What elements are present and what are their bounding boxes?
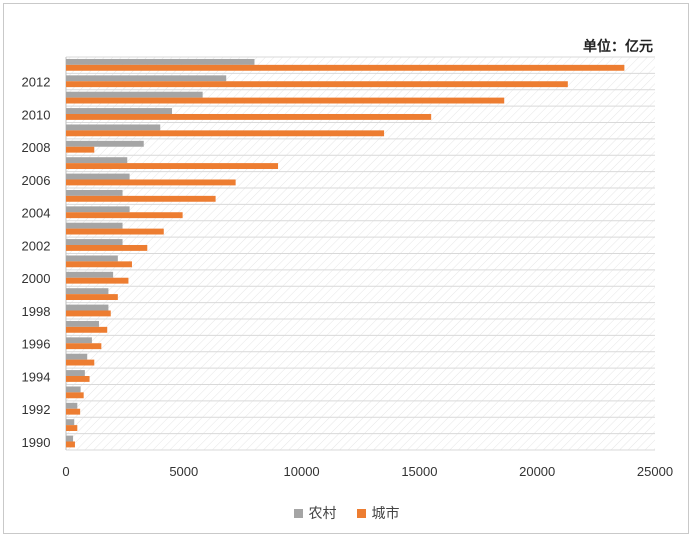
legend-item-rural: 农村 — [293, 503, 337, 523]
bar-rural-2003 — [66, 222, 123, 229]
bar-urban-2009 — [66, 130, 385, 137]
bar-urban-1995 — [66, 359, 95, 366]
bar-urban-1994 — [66, 375, 90, 382]
bar-urban-2007 — [66, 163, 279, 170]
bar-urban-1998 — [66, 310, 111, 317]
y-tick-label: 1992 — [22, 402, 51, 417]
bar-rural-2010 — [66, 108, 173, 114]
bar-urban-2011 — [66, 97, 505, 104]
bar-urban-2002 — [66, 244, 148, 251]
bar-rural-1992 — [66, 402, 78, 409]
bar-urban-2001 — [66, 261, 132, 268]
bar-rural-1990 — [66, 435, 74, 442]
bar-rural-1999 — [66, 288, 109, 295]
legend-item-urban: 城市 — [356, 503, 400, 523]
bar-rural-1997 — [66, 320, 99, 327]
bar-rural-2013 — [66, 58, 255, 65]
bar-urban-2000 — [66, 277, 129, 284]
bar-rural-1998 — [66, 304, 109, 311]
bar-urban-2005 — [66, 195, 216, 202]
unit-label: 单位：亿元 — [583, 39, 653, 55]
bar-rural-2007 — [66, 157, 128, 164]
gridlines — [65, 56, 655, 451]
bar-urban-1997 — [66, 326, 108, 333]
x-tick-label: 5000 — [169, 464, 198, 479]
bar-rural-1995 — [66, 353, 88, 360]
legend-label-rural: 农村 — [308, 506, 337, 522]
x-tick-label: 25000 — [637, 464, 673, 479]
bar-urban-2013 — [66, 64, 625, 71]
bar-rural-1994 — [66, 370, 85, 376]
bar-urban-1990 — [66, 441, 75, 448]
bar-rural-2005 — [66, 189, 123, 196]
bar-urban-1992 — [66, 408, 81, 415]
y-tick-label: 2012 — [22, 75, 51, 90]
bar-urban-2012 — [66, 81, 568, 88]
bar-rural-2009 — [66, 124, 161, 131]
y-tick-label: 2000 — [22, 271, 51, 286]
bar-rural-2001 — [66, 255, 118, 262]
bar-urban-1996 — [66, 343, 102, 350]
bar-rural-1991 — [66, 419, 75, 426]
y-tick-label: 1990 — [22, 435, 51, 450]
x-tick-label: 0 — [62, 464, 69, 479]
y-axis-ticks: 1990 1992 1994 1996 1998 2000 2002 2004 2006 2008… — [22, 75, 51, 450]
x-tick-label: 15000 — [401, 464, 437, 479]
legend: 农村 城市 — [0, 503, 693, 523]
legend-swatch-urban — [356, 508, 366, 518]
x-tick-label: 20000 — [519, 464, 555, 479]
bar-urban-1993 — [66, 392, 84, 399]
bar-urban-2008 — [66, 146, 95, 153]
bar-urban-2003 — [66, 228, 164, 235]
bar-rural-1993 — [66, 386, 81, 393]
bar-urban-1991 — [66, 425, 78, 432]
y-tick-label: 2002 — [22, 238, 51, 253]
bar-urban-2004 — [66, 212, 183, 219]
bar-urban-2010 — [66, 113, 432, 120]
bar-rural-1996 — [66, 337, 92, 344]
bar-rural-2008 — [66, 140, 144, 147]
y-tick-label: 1998 — [22, 304, 51, 319]
y-tick-label: 2008 — [22, 140, 51, 155]
legend-label-urban: 城市 — [371, 506, 400, 522]
bar-rural-2004 — [66, 206, 130, 213]
bar-rural-2012 — [66, 75, 227, 82]
bar-rural-2002 — [66, 239, 123, 245]
y-tick-label: 2006 — [22, 173, 51, 188]
y-tick-label: 2004 — [22, 206, 51, 221]
y-tick-label: 1996 — [22, 337, 51, 352]
bars — [66, 58, 625, 448]
x-axis-ticks: 0 5000 10000 15000 20000 25000 — [62, 464, 673, 479]
x-tick-label: 10000 — [284, 464, 320, 479]
bar-urban-1999 — [66, 294, 118, 301]
legend-swatch-rural — [293, 508, 303, 518]
bar-rural-2000 — [66, 271, 114, 278]
y-tick-label: 2010 — [22, 107, 51, 122]
bar-urban-2006 — [66, 179, 236, 186]
bar-rural-2006 — [66, 173, 130, 180]
bar-rural-2011 — [66, 91, 203, 98]
y-tick-label: 1994 — [22, 369, 51, 384]
